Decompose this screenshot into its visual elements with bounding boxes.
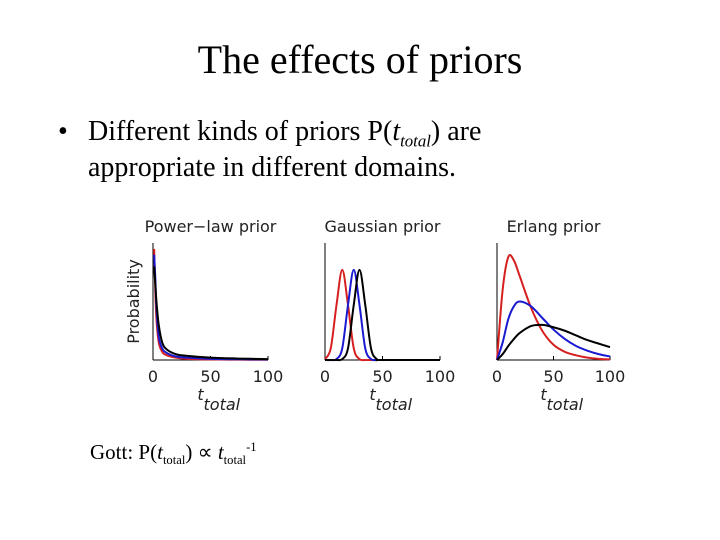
- text: t: [157, 440, 163, 464]
- chart-title: Erlang prior: [507, 217, 601, 236]
- text: total: [400, 131, 431, 151]
- text: t: [217, 440, 224, 464]
- text: ) ∝: [185, 440, 218, 464]
- x-tick-label: 50: [543, 367, 563, 386]
- x-tick-label: 0: [148, 367, 158, 386]
- x-tick-label: 0: [492, 367, 502, 386]
- x-tick-label: 100: [253, 367, 284, 386]
- chart-title: Gaussian prior: [324, 217, 440, 236]
- text: Different kinds of priors P(: [88, 116, 393, 147]
- x-axis-label: t: [540, 385, 547, 404]
- x-axis-label: t: [197, 385, 204, 404]
- y-axis-label: Probability: [124, 259, 143, 344]
- bullet-line: appropriate in different domains.: [88, 152, 457, 183]
- footnote: Gott: P(ttotal) ∝ ttotal-1: [90, 440, 257, 468]
- curve: [153, 254, 269, 361]
- x-tick-label: 0: [320, 367, 330, 386]
- curve: [325, 268, 441, 362]
- x-axis-label-sub: total: [376, 395, 413, 414]
- text: t: [392, 116, 401, 147]
- text: -1: [246, 440, 257, 454]
- x-tick-label: 50: [372, 367, 392, 386]
- x-tick-label: 100: [425, 367, 456, 386]
- text: Gott: P(: [90, 440, 158, 464]
- bullet-line: Different kinds of priors P(ttotal) are: [88, 116, 481, 152]
- curve: [496, 323, 611, 361]
- x-axis-label-sub: total: [204, 395, 241, 414]
- curve: [496, 254, 611, 361]
- curve: [153, 266, 269, 361]
- bullet-marker: •: [58, 116, 68, 147]
- slide-title: The effects of priors: [197, 37, 523, 82]
- chart-title: Power−law prior: [145, 217, 277, 236]
- text: total: [162, 453, 186, 468]
- curve: [324, 268, 440, 362]
- x-tick-label: 100: [595, 367, 626, 386]
- x-axis-label: t: [369, 385, 376, 404]
- x-tick-label: 50: [200, 367, 220, 386]
- text: ) are: [430, 116, 482, 147]
- x-axis-label-sub: total: [547, 395, 584, 414]
- curve: [496, 300, 611, 361]
- text: total: [223, 453, 247, 468]
- curve: [153, 248, 269, 361]
